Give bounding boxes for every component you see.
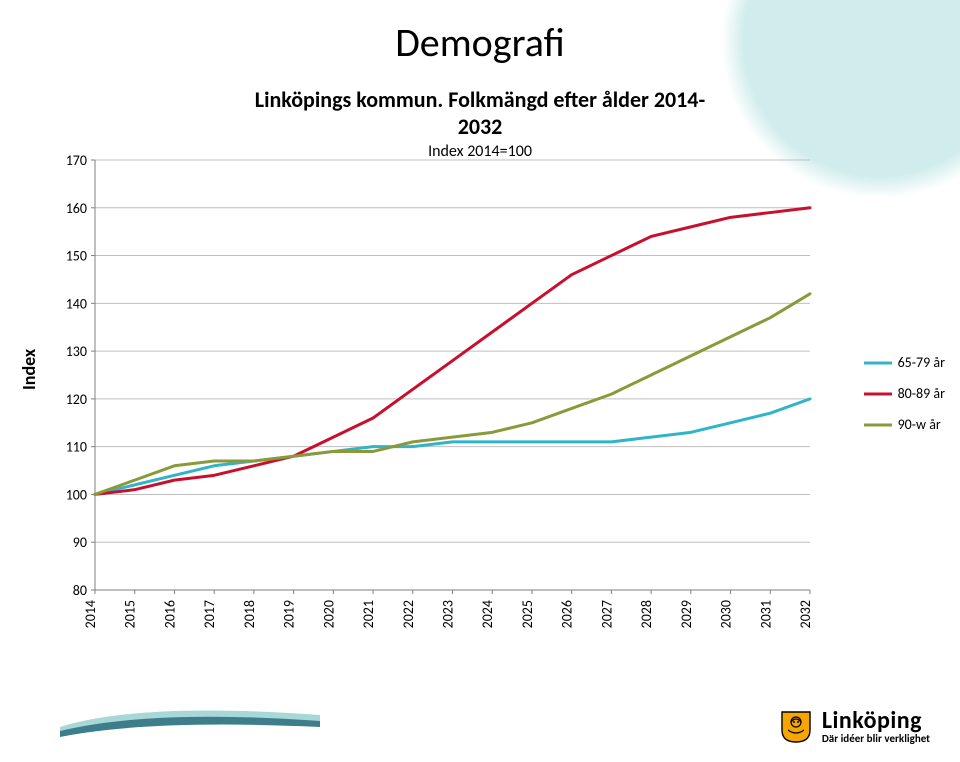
legend-item: 90-w år bbox=[864, 416, 945, 433]
legend-item: 65-79 år bbox=[864, 354, 945, 371]
y-tick-label: 110 bbox=[66, 439, 87, 456]
y-tick-label: 130 bbox=[66, 343, 87, 360]
y-tick-label: 90 bbox=[73, 534, 87, 551]
chart-legend: 65-79 år 80-89 år 90-w år bbox=[864, 340, 945, 447]
line-chart: 80 90 100 110 120 130 140 150 160 170 2014 2015 2016… bbox=[40, 150, 920, 650]
legend-label: 80-89 år bbox=[898, 385, 945, 402]
legend-swatch-icon bbox=[864, 358, 892, 368]
chart-title-main: Linköpings kommun. Folkmängd efter ålder… bbox=[240, 86, 720, 140]
legend-label: 90-w år bbox=[898, 416, 941, 433]
x-tick-label: 2032 bbox=[797, 600, 814, 628]
footer-logo: Linköping Där idéer blir verklighet bbox=[778, 708, 930, 744]
y-tick-label: 160 bbox=[66, 200, 87, 217]
series-line bbox=[95, 294, 810, 495]
x-tick-label: 2015 bbox=[122, 600, 139, 628]
y-axis-label: Index bbox=[18, 349, 40, 390]
x-tick-label: 2021 bbox=[360, 600, 377, 628]
y-tick-label: 150 bbox=[66, 248, 87, 265]
x-tick-label: 2030 bbox=[718, 600, 735, 628]
x-tick-label: 2014 bbox=[82, 600, 99, 628]
x-tick-label: 2027 bbox=[598, 600, 615, 628]
y-tick-label: 120 bbox=[66, 391, 87, 408]
page-title: Demografi bbox=[395, 18, 565, 67]
legend-swatch-icon bbox=[864, 389, 892, 399]
legend-swatch-icon bbox=[864, 420, 892, 430]
x-tick-label: 2017 bbox=[201, 600, 218, 628]
x-tick-label: 2016 bbox=[161, 600, 178, 628]
x-tick-label: 2024 bbox=[479, 600, 496, 628]
legend-item: 80-89 år bbox=[864, 385, 945, 402]
y-tick-label: 100 bbox=[66, 486, 87, 503]
x-tick-label: 2020 bbox=[320, 600, 337, 628]
y-tick-label: 170 bbox=[66, 152, 87, 169]
y-tick-label: 140 bbox=[66, 295, 87, 312]
legend-label: 65-79 år bbox=[898, 354, 945, 371]
x-tick-label: 2023 bbox=[440, 600, 457, 628]
x-tick-label: 2019 bbox=[281, 600, 298, 628]
x-tick-label: 2029 bbox=[678, 600, 695, 628]
x-tick-label: 2025 bbox=[519, 600, 536, 628]
x-tick-label: 2031 bbox=[757, 600, 774, 628]
x-tick-label: 2022 bbox=[400, 600, 417, 628]
y-tick-label: 80 bbox=[73, 582, 87, 599]
logo-wordmark: Linköping bbox=[822, 709, 930, 733]
x-tick-label: 2028 bbox=[638, 600, 655, 628]
linkoping-crest-icon bbox=[778, 708, 814, 744]
x-tick-label: 2018 bbox=[241, 600, 258, 628]
logo-tagline: Där idéer blir verklighet bbox=[822, 733, 930, 744]
background-swoosh bbox=[60, 697, 320, 737]
x-tick-label: 2026 bbox=[559, 600, 576, 628]
